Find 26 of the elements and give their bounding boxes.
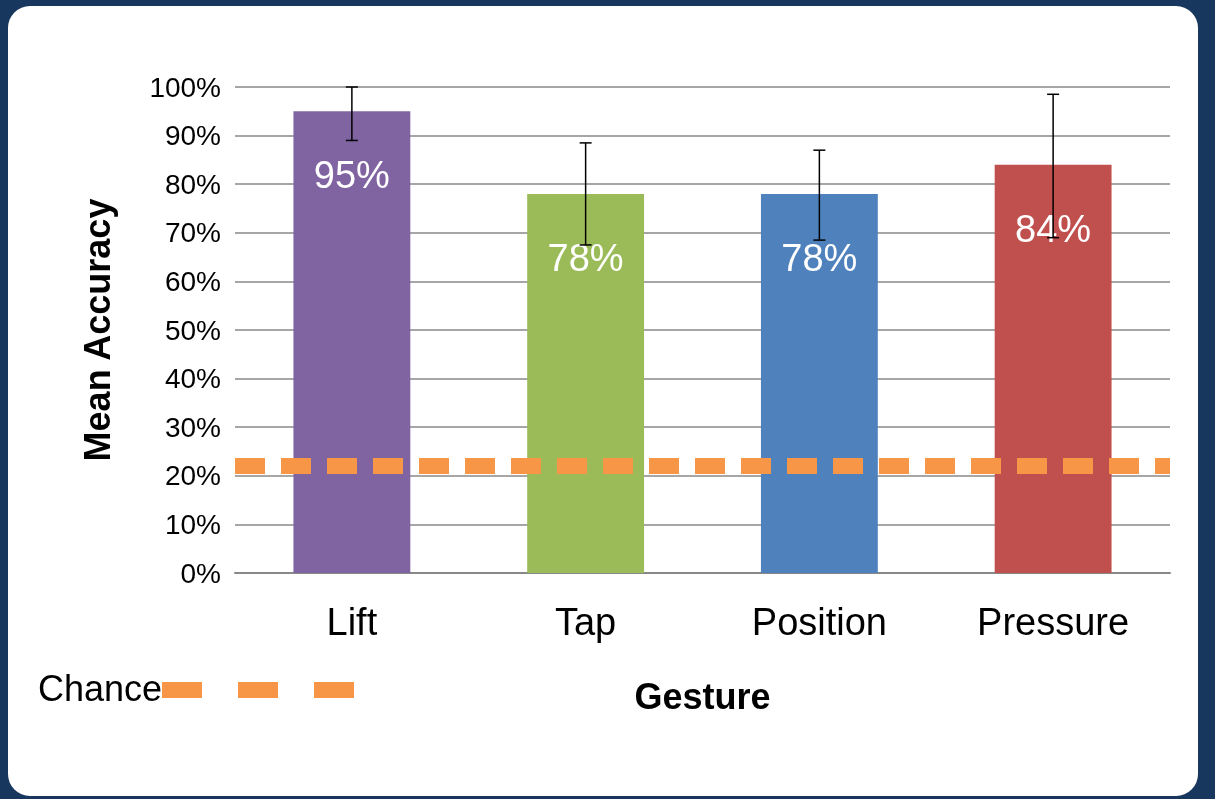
bar [527,193,645,573]
data-label: 78% [547,236,624,279]
x-tick-label: Position [751,601,887,643]
y-tick-label: 30% [164,411,221,443]
bar [994,164,1112,573]
data-label: 84% [1015,207,1092,250]
x-tick-label: Lift [326,601,378,643]
y-tick-label: 80% [164,168,221,200]
y-tick-label: 20% [164,460,221,492]
y-tick-label: 100% [149,71,221,103]
y-tick-label: 60% [164,265,221,297]
y-axis-title: Mean Accuracy [76,198,118,462]
x-tick-label: Tap [554,601,617,643]
y-tick-label: 70% [164,217,221,249]
data-label: 95% [313,154,390,197]
y-tick-label: 10% [164,508,221,540]
x-tick-label: Pressure [977,601,1130,643]
x-axis-title: Gesture [634,675,771,717]
y-tick-label: 90% [164,120,221,152]
legend-label: Chance [38,667,163,709]
bar [293,111,411,573]
y-tick-label: 0% [180,557,221,589]
data-label: 78% [781,236,858,279]
bar [760,193,878,573]
y-tick-label: 50% [164,314,221,346]
y-tick-label: 40% [164,363,221,395]
